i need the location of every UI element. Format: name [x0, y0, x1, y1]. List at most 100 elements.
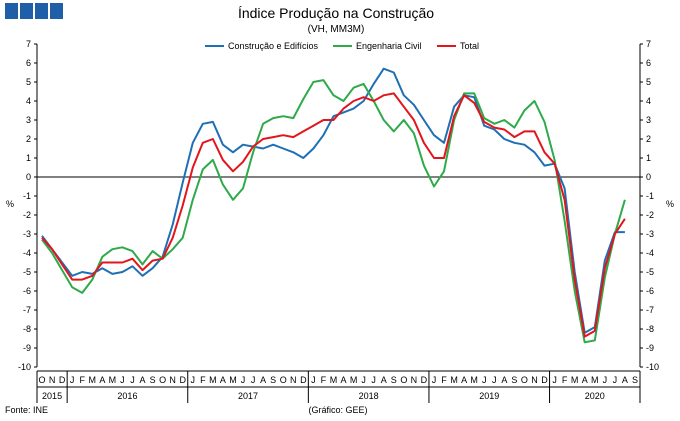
x-tick-label-month: O [521, 375, 528, 385]
x-tick-label-month: F [200, 375, 206, 385]
y-tick-label-right: -4 [646, 248, 654, 258]
y-tick-label-left: -5 [23, 267, 31, 277]
footer-credit: (Gráfico: GEE) [308, 405, 367, 415]
axes: -10 -10-9 -9-8 -8-7 -7-6 -6-5 -5-4 -4-3 -3-2 -2-1… [6, 39, 674, 372]
x-tick-label-month: O [280, 375, 287, 385]
series-layer [41, 67, 626, 344]
x-tick-label-month: A [341, 375, 347, 385]
x-tick-label-month: O [39, 375, 46, 385]
y-axis-label-right: % [666, 199, 674, 209]
y-tick-label-left: 5 [26, 77, 31, 87]
y-tick-label-left: -9 [23, 343, 31, 353]
logo-block-2 [20, 3, 33, 19]
x-tick-label-month: A [260, 375, 266, 385]
y-tick-label-left: 2 [26, 134, 31, 144]
x-tick-label-year: 2017 [238, 391, 258, 401]
x-tick-label-month: M [229, 375, 237, 385]
logo-block-3 [35, 3, 48, 19]
y-tick-label-right: -10 [646, 362, 659, 372]
y-tick-label-right: 2 [646, 134, 651, 144]
x-tick-label-month: A [220, 375, 226, 385]
y-tick-label-left: 0 [26, 172, 31, 182]
legend-label-total: Total [460, 41, 479, 51]
x-tick-label-month: A [501, 375, 507, 385]
x-tick-label-month: F [441, 375, 447, 385]
series-line-total [41, 92, 626, 338]
x-tick-label-month: M [591, 375, 599, 385]
x-tick-label-month: A [140, 375, 146, 385]
y-tick-label-left: 6 [26, 58, 31, 68]
x-tick-label-month: J [552, 375, 557, 385]
x-tick-label-month: N [290, 375, 297, 385]
x-tick-label-month: J [613, 375, 618, 385]
x-tick-label-month: S [391, 375, 397, 385]
x-tick-label-month: A [381, 375, 387, 385]
x-tick-label-month: D [179, 375, 186, 385]
x-tick-label-month: J [361, 375, 366, 385]
x-tick-label-month: A [582, 375, 588, 385]
footer-source: Fonte: INE [5, 405, 48, 415]
x-tick-label-month: A [461, 375, 467, 385]
x-tick-label-year: 2016 [117, 391, 137, 401]
x-tick-label-month: O [159, 375, 166, 385]
chart-subtitle: (VH, MM3M) [308, 24, 365, 35]
x-tick-label-month: M [450, 375, 458, 385]
brand-logo [5, 3, 63, 19]
y-axis-label-left: % [6, 199, 14, 209]
series-line-engenharia-civil [41, 79, 626, 344]
y-tick-label-left: 3 [26, 115, 31, 125]
y-tick-label-right: -5 [646, 267, 654, 277]
y-tick-label-left: 4 [26, 96, 31, 106]
x-tick-label-month: D [541, 375, 548, 385]
y-tick-label-left: -10 [18, 362, 31, 372]
x-tick-label-month: J [70, 375, 75, 385]
y-tick-label-right: 7 [646, 39, 651, 49]
chart-title: Índice Produção na Construção [238, 5, 434, 21]
y-tick-label-right: -1 [646, 191, 654, 201]
y-tick-label-left: -8 [23, 324, 31, 334]
x-tick-label-year: 2018 [359, 391, 379, 401]
y-tick-label-right: 5 [646, 77, 651, 87]
x-tick-label-month: O [400, 375, 407, 385]
y-tick-label-left: 1 [26, 153, 31, 163]
x-tick-label-month: J [492, 375, 497, 385]
x-tick-label-month: A [99, 375, 105, 385]
x-tick-label-month: M [350, 375, 358, 385]
y-tick-label-left: 7 [26, 39, 31, 49]
y-tick-label-right: -3 [646, 229, 654, 239]
x-tick-label-month: S [150, 375, 156, 385]
x-tick-label-month: J [251, 375, 256, 385]
legend: Construção e Edifícios Engenharia Civil … [205, 41, 479, 51]
x-tick-label-month: J [482, 375, 487, 385]
x-tick-label-month: A [622, 375, 628, 385]
x-tick-label-month: S [270, 375, 276, 385]
x-tick-label-month: M [571, 375, 579, 385]
series-line-construcao-e-edificios [41, 67, 625, 334]
y-tick-label-right: -6 [646, 286, 654, 296]
y-tick-label-left: -6 [23, 286, 31, 296]
x-tick-label-month: N [411, 375, 418, 385]
y-tick-label-right: -9 [646, 343, 654, 353]
x-tick-label-month: N [49, 375, 56, 385]
x-tick-label-month: M [330, 375, 338, 385]
x-tick-label-month: J [311, 375, 316, 385]
x-tick-label-month: F [321, 375, 327, 385]
x-tick-label-month: J [603, 375, 608, 385]
x-tick-label-month: J [432, 375, 437, 385]
logo-block-1 [5, 3, 18, 19]
x-tick-label-month: J [130, 375, 135, 385]
x-tick-label-month: F [562, 375, 568, 385]
x-tick-label-month: D [59, 375, 66, 385]
x-tick-label-year: 2015 [42, 391, 62, 401]
y-tick-label-left: -4 [23, 248, 31, 258]
x-tick-label-month: M [470, 375, 478, 385]
x-tick-label-month: M [109, 375, 117, 385]
x-tick-label-month: J [120, 375, 125, 385]
y-tick-label-left: -2 [23, 210, 31, 220]
y-tick-label-right: 3 [646, 115, 651, 125]
x-tick-label-month: M [89, 375, 97, 385]
y-tick-label-left: -1 [23, 191, 31, 201]
y-tick-label-left: -7 [23, 305, 31, 315]
